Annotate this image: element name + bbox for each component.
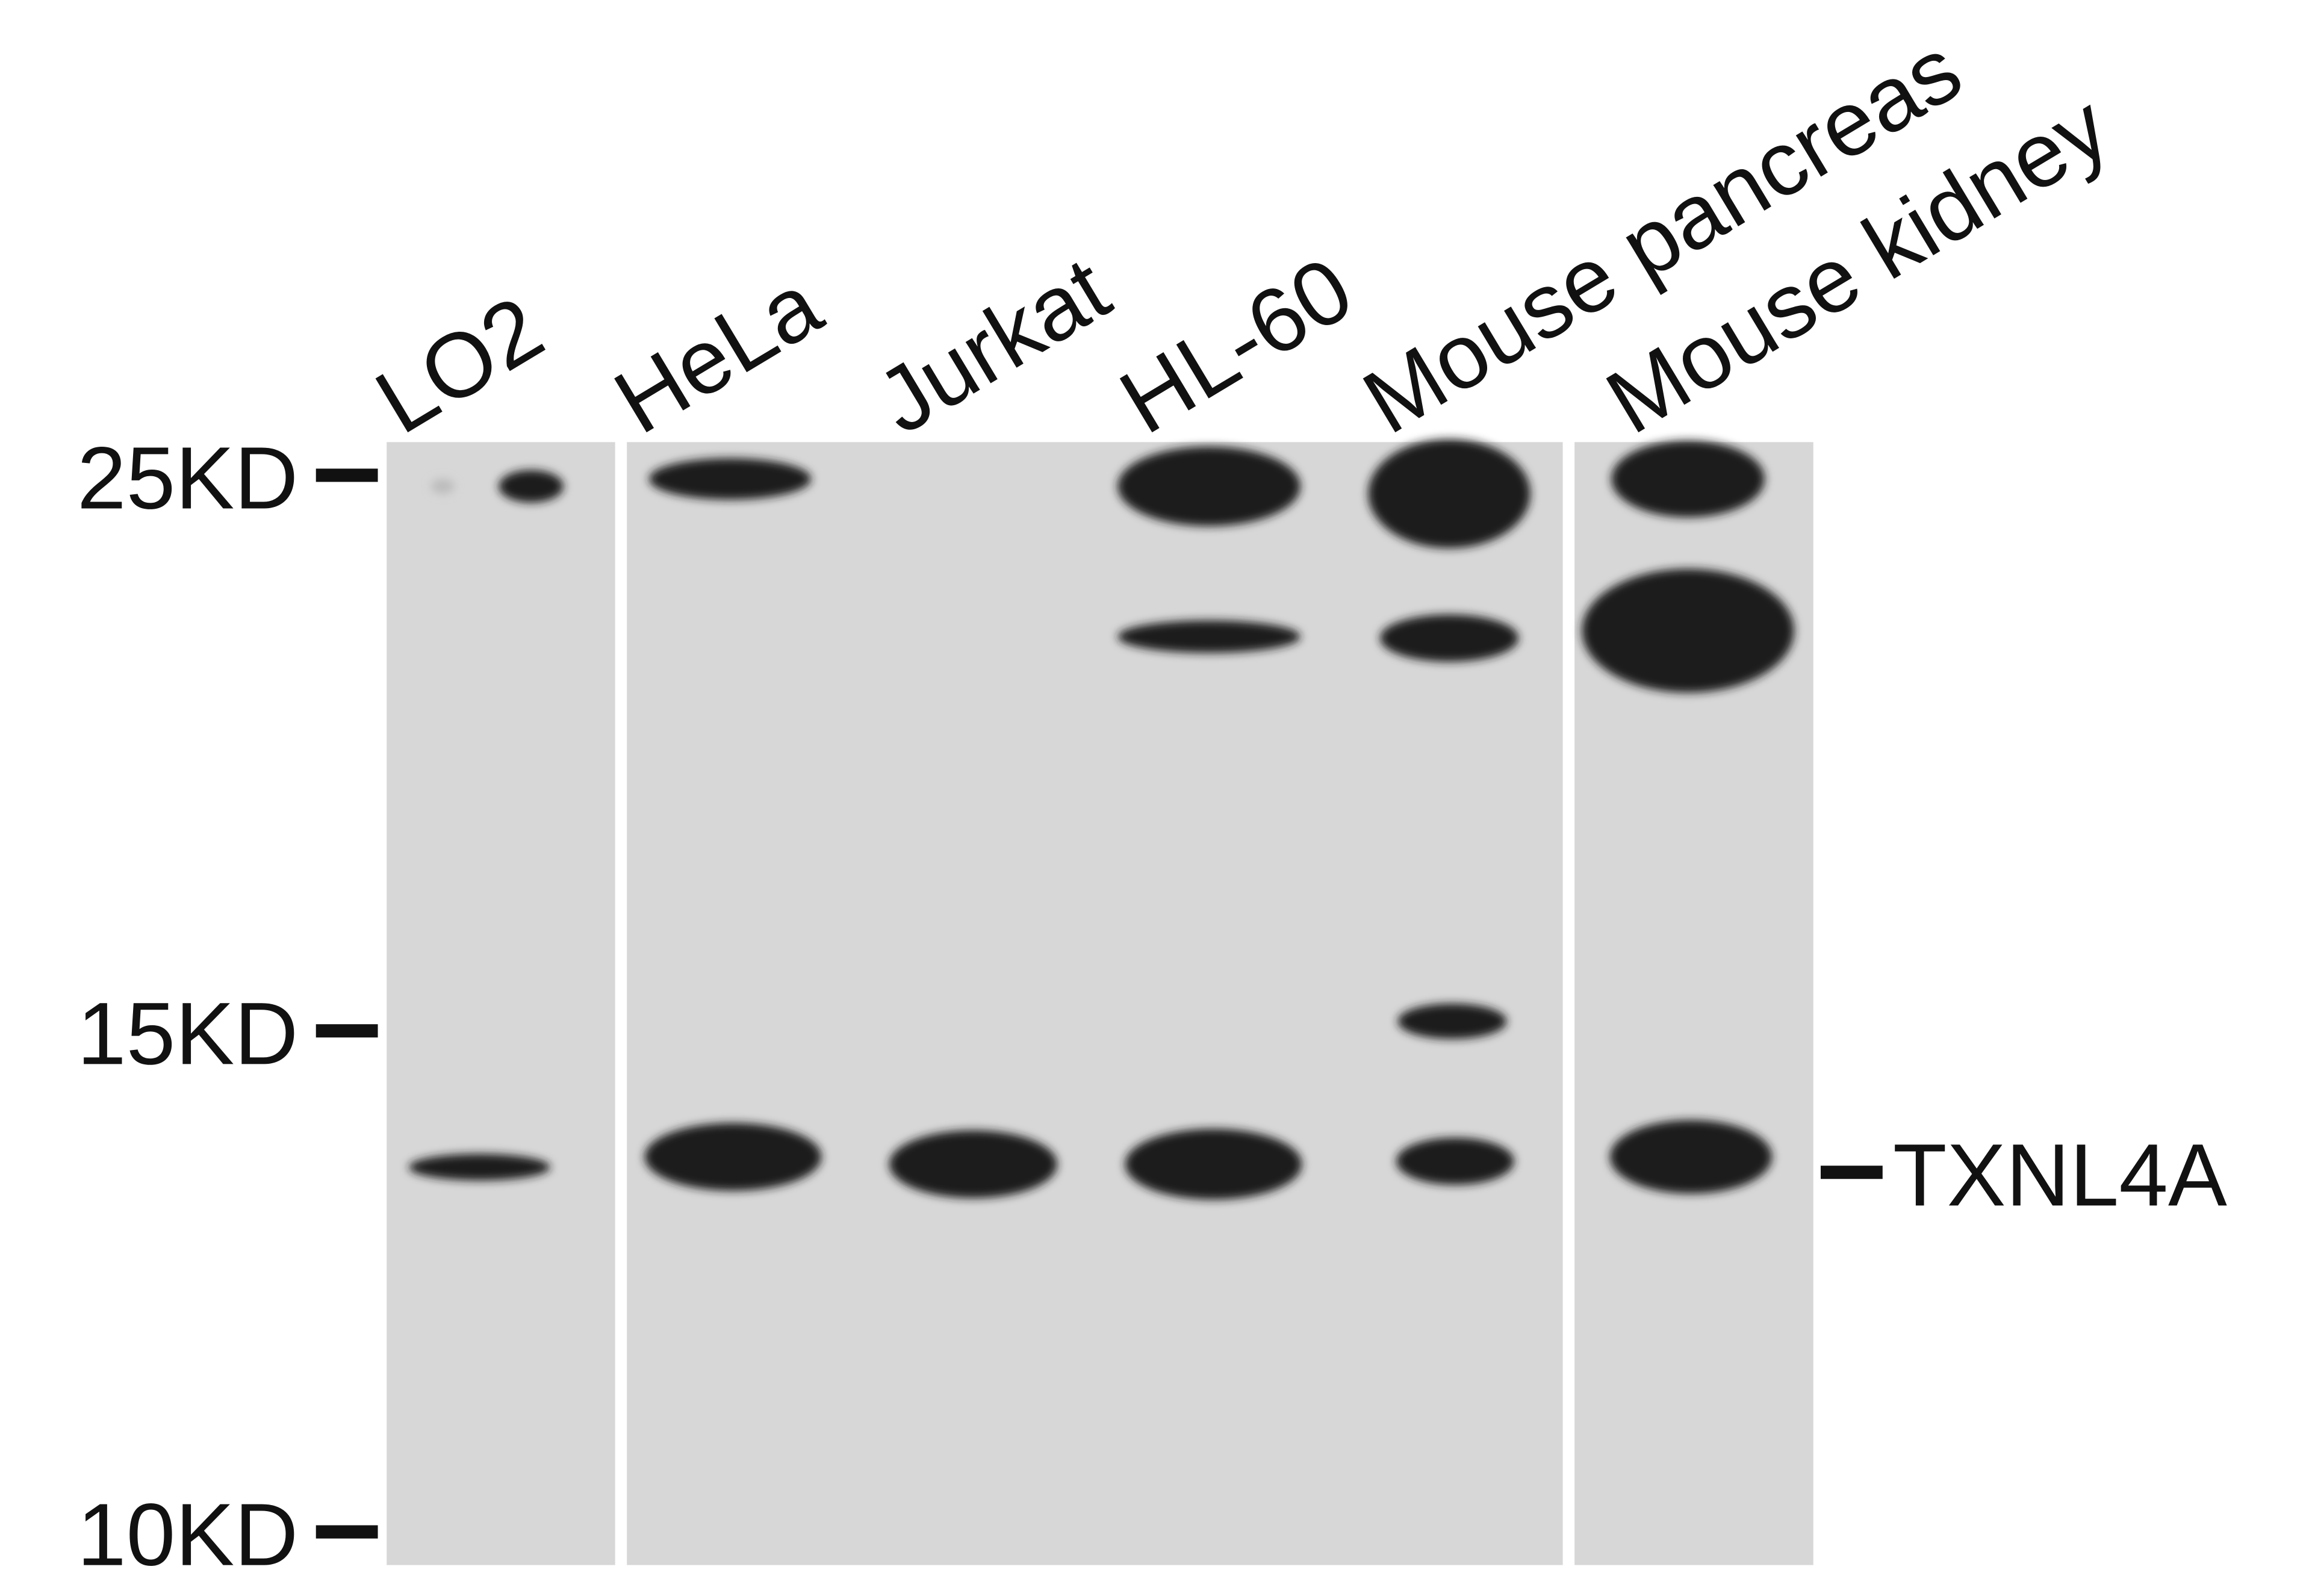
band [644,1123,822,1191]
band [1611,440,1765,518]
band [430,479,455,494]
band [648,458,812,500]
band [499,470,564,503]
band [1397,1003,1507,1039]
band [889,1130,1057,1199]
band [1368,439,1530,548]
marker-tick [315,468,378,482]
band [408,1154,550,1181]
bands [408,439,1794,1200]
marker-tick [315,1525,378,1539]
marker-label: 15KD [77,984,298,1083]
band [1609,1120,1773,1194]
band [1380,614,1519,662]
blot-panel [387,442,615,1565]
band [1396,1137,1514,1185]
marker-tick [315,1024,378,1038]
band [1125,1129,1302,1200]
band-label: TXNL4A [1893,1126,2227,1225]
band [1117,620,1300,653]
band [1582,568,1794,693]
band [1117,446,1300,526]
marker-label: 10KD [77,1486,298,1585]
blot-panel [627,442,1563,1565]
markers: 25KD 15KD 10KD [77,429,378,1585]
band-tick [1820,1166,1883,1179]
marker-label: 25KD [77,429,298,528]
